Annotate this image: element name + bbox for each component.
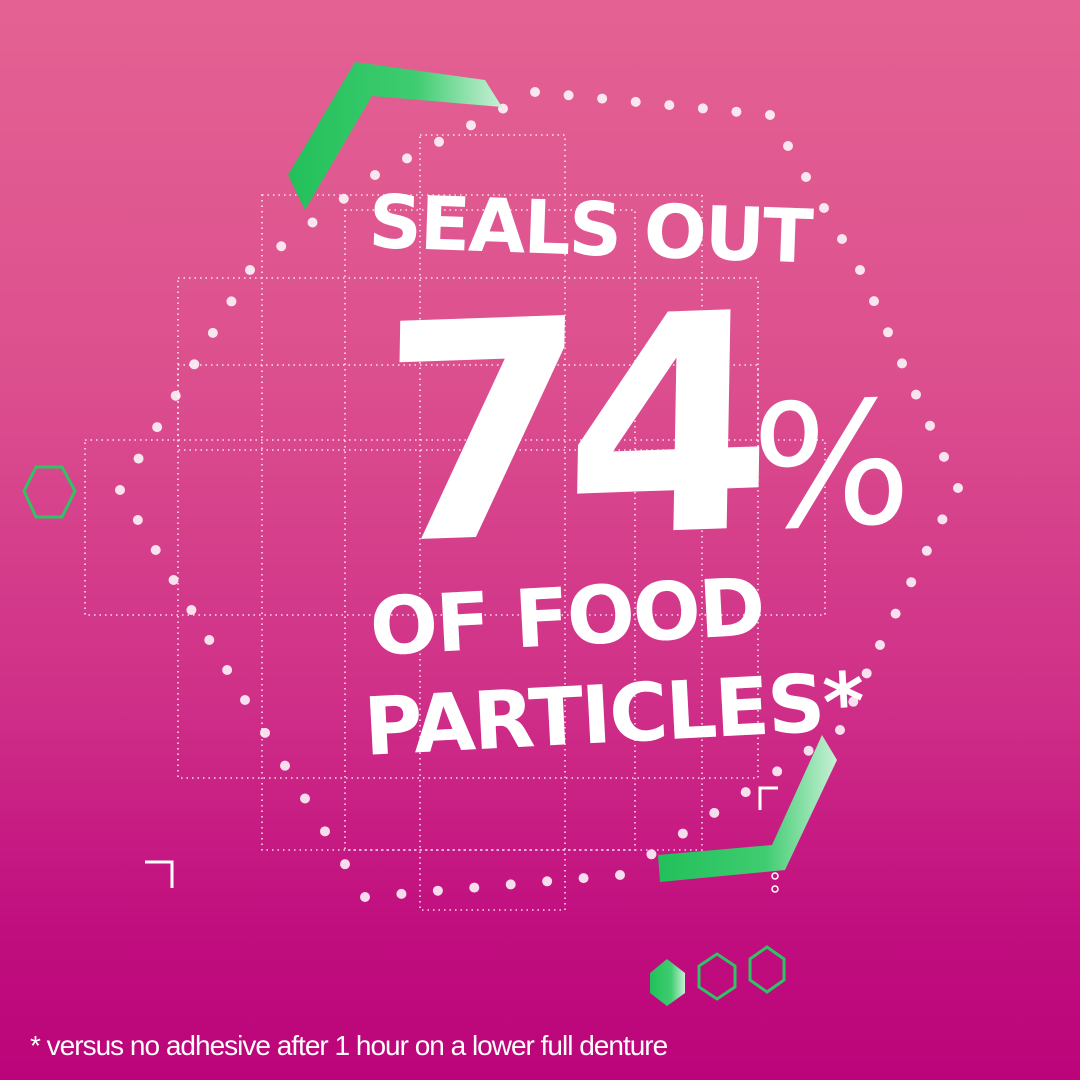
ring-dot xyxy=(772,766,783,777)
dotted-ring xyxy=(115,87,963,902)
ring-dot xyxy=(150,545,161,555)
ring-dot xyxy=(837,234,847,244)
ring-dot xyxy=(307,217,318,228)
grid-line xyxy=(344,209,636,851)
ring-dot xyxy=(861,668,872,679)
ring-dot xyxy=(783,141,793,151)
ring-dot xyxy=(911,389,921,400)
grid-line xyxy=(177,364,759,451)
green-bracket-top xyxy=(288,62,502,210)
ring-dot xyxy=(939,451,949,462)
ring-dot xyxy=(890,608,901,619)
ring-dot xyxy=(542,876,553,887)
ring-dot xyxy=(709,807,720,818)
ring-dot xyxy=(170,390,181,401)
hexagon-outline-left xyxy=(22,465,77,519)
headline-percentage: 74% xyxy=(375,249,915,611)
ring-dot xyxy=(578,873,589,884)
footnote: * versus no adhesive after 1 hour on a l… xyxy=(30,1030,668,1061)
dotted-grid xyxy=(84,134,826,911)
hexagon-outline-2 xyxy=(748,945,786,994)
small-ring xyxy=(771,872,779,880)
ring-dot xyxy=(133,453,144,464)
ring-dot xyxy=(402,153,412,164)
ring-dot xyxy=(115,485,125,495)
hexagon-outline-1 xyxy=(697,952,737,1001)
ring-dot xyxy=(204,635,215,645)
ring-dot xyxy=(765,110,775,120)
ring-dot xyxy=(677,828,688,839)
ring-dot xyxy=(466,120,476,131)
ring-dot xyxy=(937,514,948,525)
ring-dot xyxy=(906,577,917,588)
ring-dot xyxy=(646,849,657,860)
grid-line xyxy=(261,194,703,851)
ring-dot xyxy=(803,745,814,756)
ring-dot xyxy=(530,87,540,97)
ring-dot xyxy=(186,605,197,615)
ring-dot xyxy=(396,888,407,899)
ring-dot xyxy=(226,296,237,307)
ring-dot xyxy=(819,203,829,213)
ring-dot xyxy=(340,859,350,870)
ring-dot xyxy=(615,870,625,880)
ring-dot xyxy=(240,695,250,705)
ring-dot xyxy=(697,103,708,114)
ring-dot xyxy=(338,193,349,204)
ring-dot xyxy=(260,727,270,738)
ring-dot xyxy=(245,265,255,275)
ring-dot xyxy=(469,882,480,893)
grid-line xyxy=(177,277,759,779)
small-ring xyxy=(771,885,779,893)
ring-dot xyxy=(563,90,574,101)
ring-dot xyxy=(897,358,907,369)
ring-dot xyxy=(300,793,310,804)
ring-dot xyxy=(869,296,879,307)
ring-dot xyxy=(835,725,845,735)
ring-dot xyxy=(222,665,233,675)
ring-dot xyxy=(370,170,380,180)
ring-dot xyxy=(597,93,608,104)
ring-dot xyxy=(320,826,330,837)
ring-dot xyxy=(855,265,865,275)
ring-dot xyxy=(152,422,163,433)
ring-dot xyxy=(925,420,935,431)
ring-dot xyxy=(132,515,143,525)
headline-of-food: OF FOOD xyxy=(367,560,766,674)
ring-dot xyxy=(168,575,179,585)
ring-dot xyxy=(731,106,742,117)
percentage-number: 74 xyxy=(375,249,755,612)
ring-dot xyxy=(883,327,893,338)
ring-dot xyxy=(280,760,290,771)
ring-dot xyxy=(953,483,963,493)
ring-dot xyxy=(801,172,811,182)
corner-mark-left xyxy=(145,860,174,888)
grid-line xyxy=(84,439,826,616)
ring-dot xyxy=(207,327,218,338)
ring-dot xyxy=(432,885,443,896)
ring-dot xyxy=(360,892,370,902)
ring-dot xyxy=(630,96,641,107)
ring-dot xyxy=(276,241,287,252)
grid-line xyxy=(419,134,566,911)
ring-dot xyxy=(848,696,859,707)
corner-mark-right xyxy=(758,786,778,810)
ring-dot xyxy=(664,100,675,111)
ring-dot xyxy=(740,787,751,798)
ring-dot xyxy=(505,879,516,890)
ring-dot xyxy=(875,640,885,650)
percent-sign: % xyxy=(748,364,914,569)
hexagon-filled xyxy=(650,959,685,1006)
green-bracket-bottom xyxy=(658,735,837,882)
ring-dot xyxy=(434,136,444,147)
ring-dot xyxy=(921,545,932,556)
ring-dot xyxy=(189,359,200,370)
